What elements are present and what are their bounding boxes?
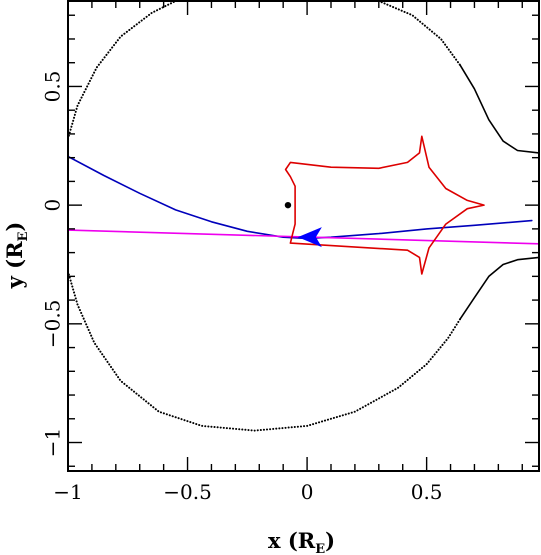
series-line-3 <box>68 270 462 432</box>
series-line-2 <box>459 64 539 154</box>
y-tick-label: 0.5 <box>41 71 65 103</box>
tick-labels: −1 −0.5 0 0.5 −1 −0.5 0 0.5 <box>41 71 443 504</box>
series-line-0 <box>68 1 177 140</box>
y-tick-label: −0.5 <box>41 300 65 349</box>
x-tick-label: −1 <box>53 480 82 504</box>
ticks <box>67 1 539 471</box>
plot-frame <box>67 0 540 472</box>
series-line-5 <box>68 155 533 240</box>
lens-point-marker <box>284 201 292 209</box>
series-line-7 <box>284 135 485 275</box>
x-tick-label: 0 <box>301 480 314 504</box>
y-tick-label: −1 <box>41 428 65 457</box>
x-tick-label: −0.5 <box>163 480 212 504</box>
x-axis-label: x (RE) <box>268 528 335 555</box>
series-line-4 <box>459 256 539 320</box>
y-tick-label: 0 <box>41 199 65 212</box>
y-axis-label: y (RE) <box>2 222 31 290</box>
x-tick-label: 0.5 <box>411 480 443 504</box>
plot-content <box>68 1 539 432</box>
series-line-1 <box>377 1 462 67</box>
trajectory-arrow-icon <box>297 227 322 248</box>
